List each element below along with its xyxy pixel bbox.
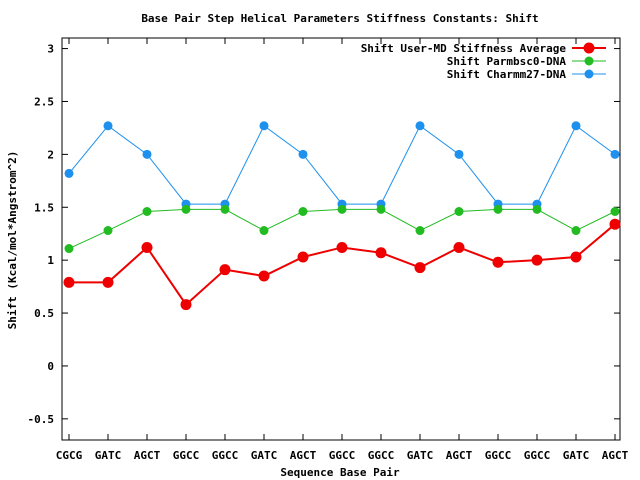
data-point <box>415 226 425 236</box>
legend-label: Shift User-MD Stiffness Average <box>361 42 567 55</box>
data-point <box>571 121 581 131</box>
data-point <box>103 226 113 236</box>
data-point <box>103 121 113 131</box>
x-tick-label: GGCC <box>368 449 395 462</box>
y-tick-label: 3 <box>47 43 54 56</box>
data-point <box>258 270 270 282</box>
x-tick-label: GATC <box>407 449 434 462</box>
legend-label: Shift Charmm27-DNA <box>447 68 567 81</box>
series-3 <box>64 121 620 209</box>
x-tick-label: GATC <box>563 449 590 462</box>
data-point <box>376 204 386 214</box>
data-point <box>142 149 152 159</box>
series-2 <box>64 204 620 254</box>
data-point <box>414 262 426 274</box>
data-point <box>492 256 504 268</box>
data-point <box>64 168 74 178</box>
legend-marker <box>583 42 595 54</box>
data-point <box>610 206 620 216</box>
y-tick-label: 0 <box>47 360 54 373</box>
data-point <box>180 299 192 311</box>
x-tick-label: GGCC <box>212 449 239 462</box>
x-tick-label: AGCT <box>446 449 473 462</box>
x-tick-label: AGCT <box>290 449 317 462</box>
chart-title: Base Pair Step Helical Parameters Stiffn… <box>141 12 538 25</box>
x-tick-label: GGCC <box>173 449 200 462</box>
x-tick-label: GGCC <box>329 449 356 462</box>
x-axis-label: Sequence Base Pair <box>280 466 400 479</box>
data-point <box>102 276 114 288</box>
data-point <box>297 251 309 263</box>
data-point <box>532 204 542 214</box>
y-axis-label: Shift (Kcal/mol*Angstrom^2) <box>6 151 19 330</box>
data-point <box>493 204 503 214</box>
data-point <box>415 121 425 131</box>
data-point <box>64 244 74 254</box>
data-point <box>453 241 465 253</box>
data-point <box>141 241 153 253</box>
series-layer <box>63 121 621 311</box>
data-point <box>142 206 152 216</box>
y-tick-label: 2.5 <box>34 95 54 108</box>
x-tick-label: GGCC <box>485 449 512 462</box>
data-point <box>181 204 191 214</box>
legend-marker <box>584 56 594 66</box>
y-tick-label: 1.5 <box>34 201 54 214</box>
data-point <box>610 149 620 159</box>
y-tick-label: 2 <box>47 148 54 161</box>
x-tick-label: GATC <box>95 449 122 462</box>
data-point <box>531 254 543 266</box>
y-tick-label: -0.5 <box>28 413 55 426</box>
series-1 <box>63 218 621 311</box>
data-point <box>570 251 582 263</box>
data-point <box>259 226 269 236</box>
data-point <box>609 218 621 230</box>
x-tick-label: GATC <box>251 449 278 462</box>
plot-frame <box>61 37 621 441</box>
data-point <box>298 206 308 216</box>
series-line <box>69 223 616 307</box>
data-point <box>454 206 464 216</box>
y-tick-label: 1 <box>47 254 54 267</box>
data-point <box>375 247 387 259</box>
data-point <box>571 226 581 236</box>
x-tick-label: AGCT <box>134 449 161 462</box>
data-point <box>454 149 464 159</box>
y-tick-label: 0.5 <box>34 307 54 320</box>
data-point <box>336 241 348 253</box>
legend-label: Shift Parmbsc0-DNA <box>447 55 567 68</box>
axes: -0.5 0 0.5 1 1.5 2 2.5 3 CGCG GATC AGCT GGCC GGCC GAT… <box>28 37 629 462</box>
legend-marker <box>584 69 594 79</box>
x-tick-label: CGCG <box>56 449 83 462</box>
data-point <box>337 204 347 214</box>
series-line <box>68 125 616 205</box>
data-point <box>63 276 75 288</box>
data-point <box>259 121 269 131</box>
data-point <box>220 204 230 214</box>
data-point <box>298 149 308 159</box>
data-point <box>219 264 231 276</box>
x-tick-label: GGCC <box>524 449 551 462</box>
x-tick-label: AGCT <box>602 449 629 462</box>
